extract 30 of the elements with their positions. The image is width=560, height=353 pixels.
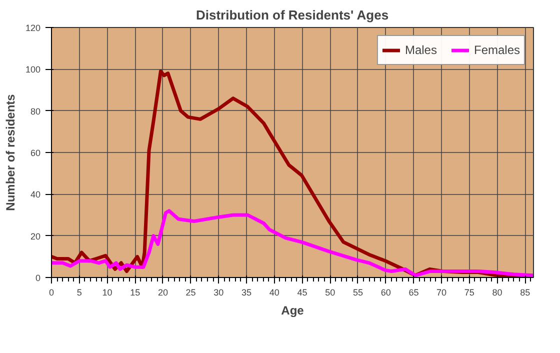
y-tick-label: 20 <box>30 231 41 242</box>
x-tick-label: 15 <box>130 288 140 298</box>
y-tick-label: 100 <box>25 64 41 75</box>
x-tick-label: 65 <box>408 288 419 298</box>
x-tick-label: 80 <box>492 288 502 298</box>
x-tick-label: 85 <box>520 288 530 298</box>
chart-title: Distribution of Residents' Ages <box>196 8 389 22</box>
legend-label: Males <box>404 43 437 57</box>
x-tick-label: 25 <box>186 288 196 298</box>
x-tick-label: 75 <box>464 288 474 298</box>
x-tick-label: 30 <box>214 288 224 298</box>
y-tick-label: 120 <box>25 23 41 33</box>
x-tick-label: 50 <box>325 288 336 298</box>
x-tick-label: 60 <box>380 288 391 298</box>
x-tick-label: 70 <box>436 288 447 298</box>
x-tick-label: 0 <box>48 288 54 298</box>
x-tick-label: 10 <box>102 288 112 298</box>
x-tick-label: 55 <box>352 288 363 298</box>
x-tick-label: 40 <box>269 288 280 298</box>
y-tick-label: 80 <box>30 106 41 116</box>
y-tick-label: 40 <box>30 190 41 200</box>
y-axis-title: Number of residents <box>3 94 18 211</box>
y-tick-label: 60 <box>30 148 41 158</box>
x-tick-label: 5 <box>76 288 82 298</box>
x-axis-title: Age <box>281 304 304 318</box>
x-tick-label: 20 <box>158 288 168 298</box>
legend-label: Females <box>474 43 520 57</box>
x-tick-label: 35 <box>242 288 252 298</box>
x-tick-label: 45 <box>297 288 308 298</box>
y-tick-label: 0 <box>35 273 41 283</box>
